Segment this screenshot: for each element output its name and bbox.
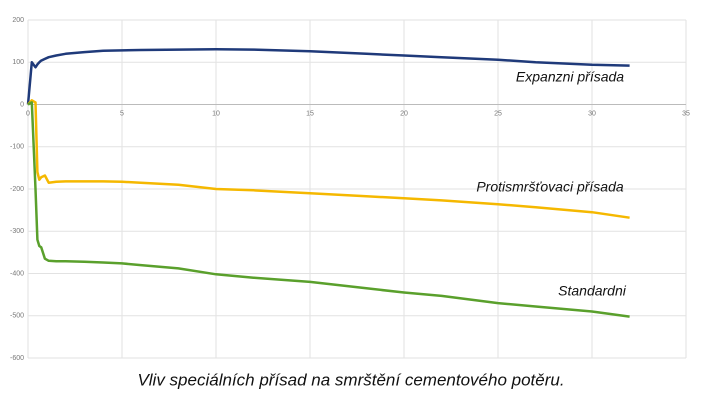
chart-title: Vliv speciálních přísad na smrštění ceme…: [137, 370, 564, 389]
series-line: [27, 101, 630, 318]
y-tick-label: -200: [10, 186, 24, 193]
x-tick-label: 25: [494, 110, 502, 117]
series-label: Expanzni přísada: [516, 69, 624, 85]
x-tick-label: 35: [682, 110, 690, 117]
series-label: Standardni: [558, 283, 627, 299]
y-tick-label: 100: [12, 59, 24, 66]
x-tick-label: 15: [306, 110, 314, 117]
x-tick-label: 30: [588, 110, 596, 117]
y-tick-label: -600: [10, 355, 24, 362]
y-tick-label: 0: [20, 101, 24, 108]
series-line: [27, 99, 630, 219]
y-tick-label: -400: [10, 270, 24, 277]
y-tick-label: -500: [10, 313, 24, 320]
x-tick-label: 0: [26, 110, 30, 117]
series-label: Protismršťovaci přísada: [476, 179, 624, 195]
y-tick-label: -100: [10, 144, 24, 151]
x-tick-label: 10: [212, 110, 220, 117]
series-line: [26, 47, 630, 105]
y-tick-label: -300: [10, 228, 24, 235]
x-tick-label: 5: [120, 110, 124, 117]
y-tick-label: 200: [12, 17, 24, 24]
x-tick-label: 20: [400, 110, 408, 117]
